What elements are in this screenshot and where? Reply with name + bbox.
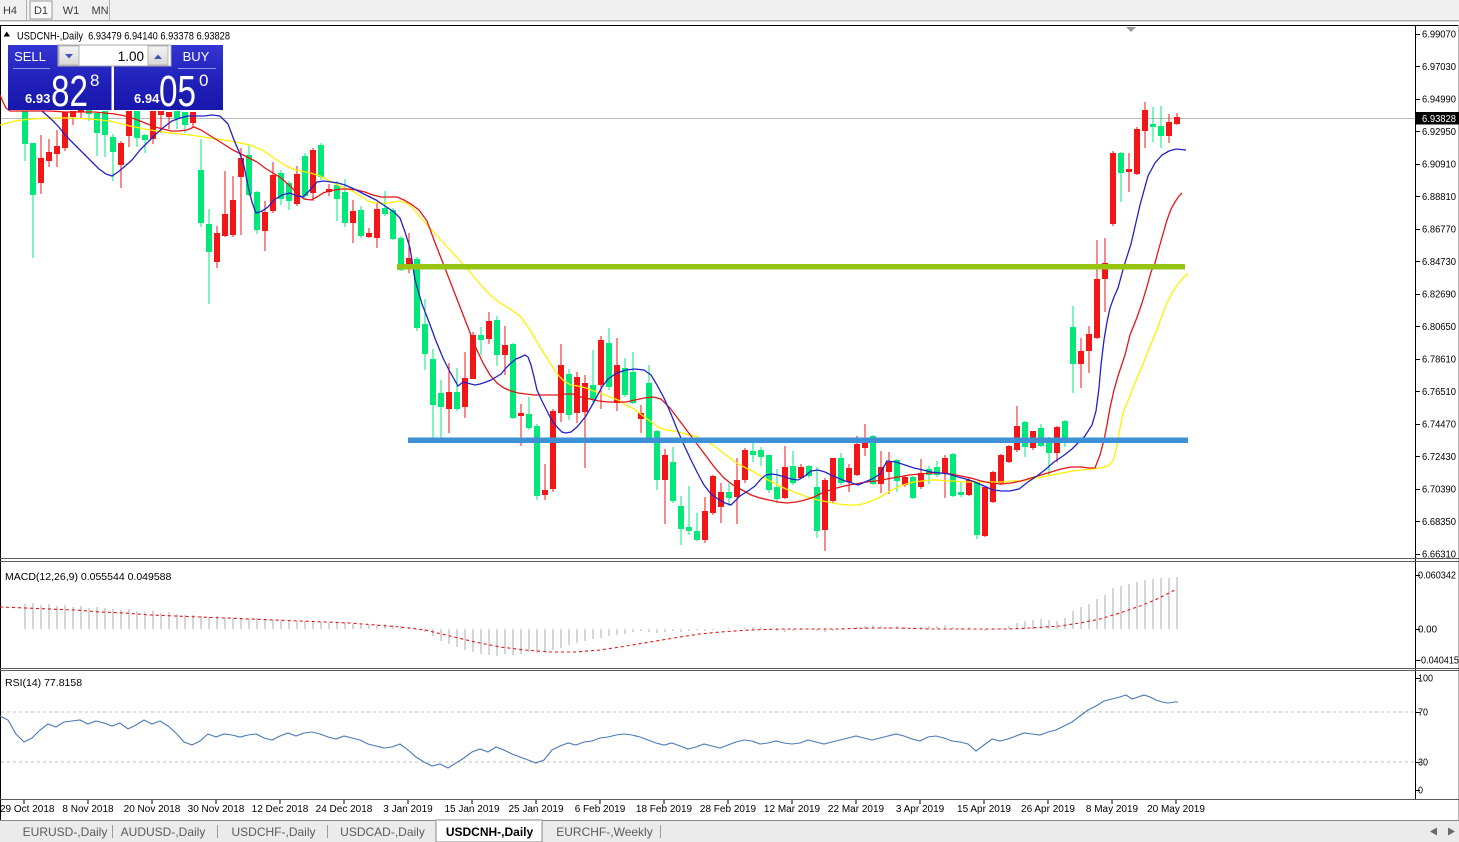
svg-text:29 Oct 2018: 29 Oct 2018 — [0, 804, 55, 815]
svg-text:6.78610: 6.78610 — [1422, 355, 1456, 366]
svg-text:SELL: SELL — [14, 49, 46, 64]
svg-text:W1: W1 — [63, 5, 80, 17]
svg-text:6.92950: 6.92950 — [1422, 127, 1456, 138]
svg-text:-0.040415: -0.040415 — [1418, 656, 1459, 667]
svg-text:USDCHF-,Daily: USDCHF-,Daily — [232, 825, 316, 839]
svg-text:H4: H4 — [3, 5, 17, 17]
svg-text:8 May 2019: 8 May 2019 — [1086, 804, 1139, 815]
svg-text:05: 05 — [159, 67, 196, 116]
svg-text:6.99070: 6.99070 — [1422, 30, 1456, 41]
svg-text:MN: MN — [91, 5, 108, 17]
svg-text:20 Nov 2018: 20 Nov 2018 — [124, 804, 181, 815]
svg-text:0.00: 0.00 — [1418, 625, 1437, 636]
svg-text:MACD(12,26,9) 0.055544 0.04958: MACD(12,26,9) 0.055544 0.049588 — [5, 571, 172, 583]
svg-text:6.70390: 6.70390 — [1422, 485, 1456, 496]
svg-text:12 Dec 2018: 12 Dec 2018 — [252, 804, 309, 815]
svg-text:70: 70 — [1418, 708, 1428, 719]
svg-text:6.66310: 6.66310 — [1422, 550, 1456, 561]
svg-text:6.94: 6.94 — [134, 91, 160, 106]
svg-text:6.68350: 6.68350 — [1422, 517, 1456, 528]
svg-text:15 Apr 2019: 15 Apr 2019 — [957, 804, 1011, 815]
svg-text:6.86770: 6.86770 — [1422, 225, 1456, 236]
svg-text:USDCAD-,Daily: USDCAD-,Daily — [340, 825, 425, 839]
svg-text:20 May 2019: 20 May 2019 — [1147, 804, 1205, 815]
svg-text:3 Apr 2019: 3 Apr 2019 — [896, 804, 945, 815]
svg-text:0: 0 — [199, 71, 208, 90]
svg-text:26 Apr 2019: 26 Apr 2019 — [1021, 804, 1075, 815]
svg-text:BUY: BUY — [183, 49, 210, 64]
svg-text:EURUSD-,Daily: EURUSD-,Daily — [23, 825, 108, 839]
svg-text:USDCNH-,Daily 6.93479 6.94140: USDCNH-,Daily 6.93479 6.94140 6.93378 6.… — [17, 31, 230, 43]
svg-text:100: 100 — [1418, 674, 1433, 685]
svg-text:18 Feb 2019: 18 Feb 2019 — [636, 804, 693, 815]
svg-text:0.060342: 0.060342 — [1418, 571, 1456, 582]
svg-text:6.84730: 6.84730 — [1422, 257, 1456, 268]
svg-text:6.76510: 6.76510 — [1422, 387, 1456, 398]
svg-text:30 Nov 2018: 30 Nov 2018 — [188, 804, 245, 815]
svg-text:RSI(14) 77.8158: RSI(14) 77.8158 — [5, 677, 82, 689]
svg-text:15 Jan 2019: 15 Jan 2019 — [444, 804, 499, 815]
svg-text:6.72430: 6.72430 — [1422, 452, 1456, 463]
svg-text:6.90910: 6.90910 — [1422, 160, 1456, 171]
svg-text:EURCHF-,Weekly: EURCHF-,Weekly — [556, 825, 652, 839]
svg-text:25 Jan 2019: 25 Jan 2019 — [508, 804, 563, 815]
svg-text:12 Mar 2019: 12 Mar 2019 — [764, 804, 821, 815]
svg-text:28 Feb 2019: 28 Feb 2019 — [700, 804, 757, 815]
svg-text:6.93828: 6.93828 — [1422, 114, 1456, 125]
svg-text:6.88810: 6.88810 — [1422, 192, 1456, 203]
svg-text:30: 30 — [1418, 758, 1428, 769]
svg-text:6 Feb 2019: 6 Feb 2019 — [575, 804, 626, 815]
svg-text:8: 8 — [90, 71, 99, 90]
svg-text:22 Mar 2019: 22 Mar 2019 — [828, 804, 885, 815]
svg-text:0: 0 — [1418, 786, 1423, 797]
svg-text:3 Jan 2019: 3 Jan 2019 — [383, 804, 433, 815]
svg-text:6.97030: 6.97030 — [1422, 62, 1456, 73]
svg-text:6.80650: 6.80650 — [1422, 322, 1456, 333]
svg-text:6.82690: 6.82690 — [1422, 290, 1456, 301]
svg-text:1.00: 1.00 — [118, 49, 144, 64]
svg-text:AUDUSD-,Daily: AUDUSD-,Daily — [121, 825, 206, 839]
svg-text:6.93: 6.93 — [25, 91, 50, 106]
svg-text:USDCNH-,Daily: USDCNH-,Daily — [446, 825, 534, 839]
svg-text:6.74470: 6.74470 — [1422, 420, 1456, 431]
svg-text:D1: D1 — [34, 5, 48, 17]
svg-text:24 Dec 2018: 24 Dec 2018 — [316, 804, 373, 815]
svg-text:8 Nov 2018: 8 Nov 2018 — [62, 804, 114, 815]
svg-text:82: 82 — [51, 67, 88, 116]
svg-text:6.94990: 6.94990 — [1422, 95, 1456, 106]
